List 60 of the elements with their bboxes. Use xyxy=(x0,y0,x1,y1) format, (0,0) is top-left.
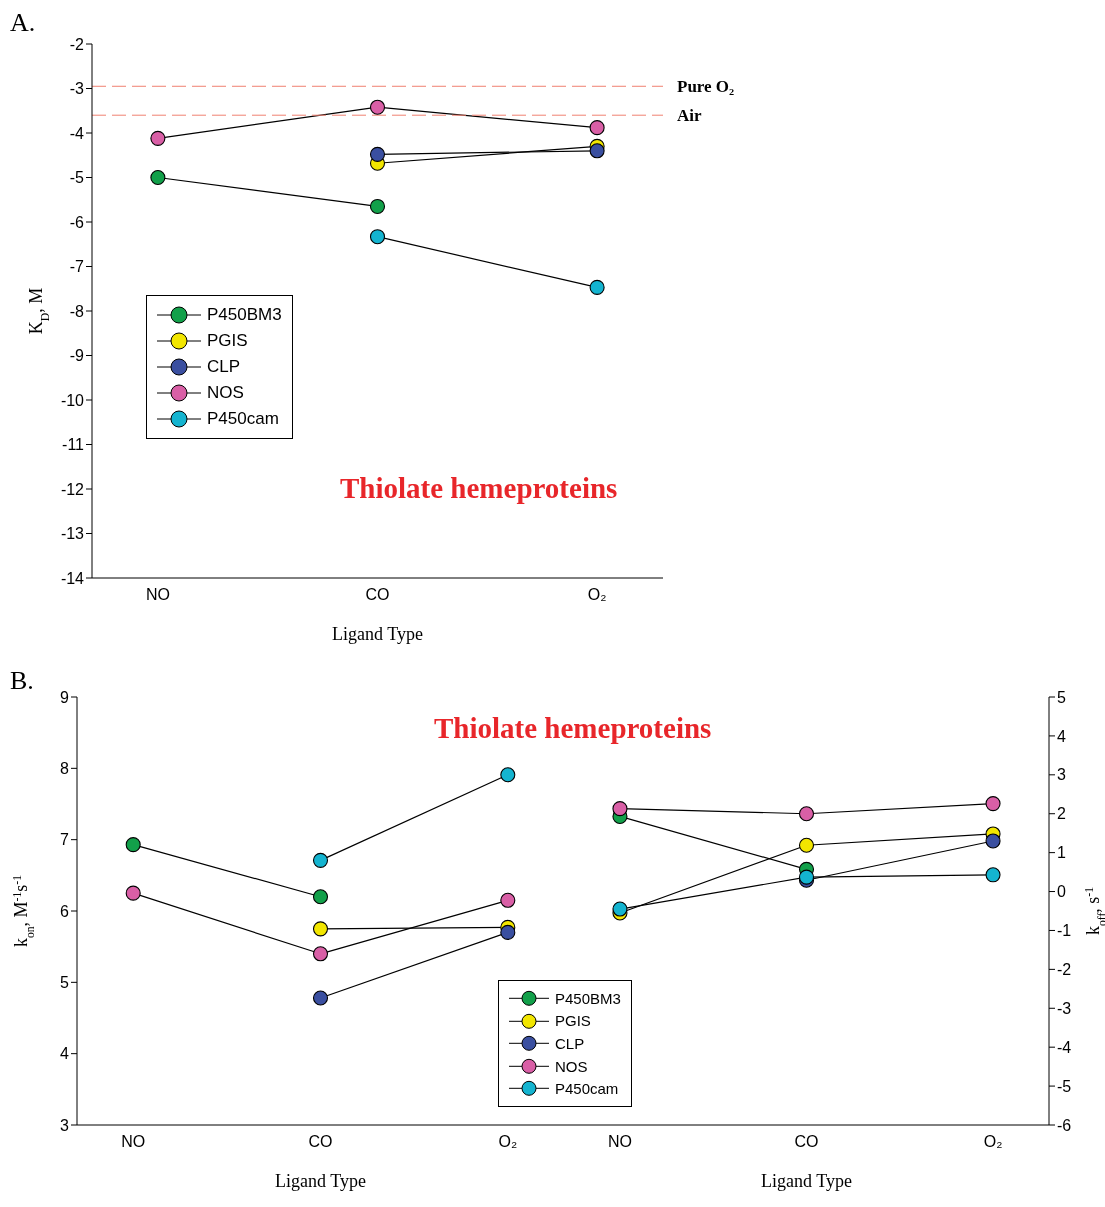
x-tick-label: O₂ xyxy=(587,586,607,603)
y2-tick-label: -3 xyxy=(1057,999,1072,1017)
y2-tick-label: 5 xyxy=(1057,688,1066,706)
text: A. xyxy=(10,8,36,38)
legend-label: NOS xyxy=(207,383,244,403)
x-tick-label: CO xyxy=(308,1133,333,1150)
y-tick-label: 3 xyxy=(60,1116,70,1134)
y-tick-label: -12 xyxy=(60,480,85,498)
y2-tick-label: -2 xyxy=(1057,961,1072,979)
ref-line-label: Air xyxy=(677,106,702,126)
y-tick-label: -14 xyxy=(60,569,85,587)
x-tick-label: NO xyxy=(607,1133,632,1150)
y-tick-label: -6 xyxy=(69,213,85,231)
x-tick-label: NO xyxy=(121,1133,146,1150)
legend-label: P450cam xyxy=(555,1080,619,1098)
y-tick-label: -13 xyxy=(60,525,85,543)
x-axis-title: Ligand Type xyxy=(275,1171,366,1191)
y-tick-label: 8 xyxy=(60,760,70,778)
legend-label: CLP xyxy=(207,357,241,377)
y-tick-label: -3 xyxy=(69,80,85,98)
text: B. xyxy=(10,666,34,696)
y2-tick-label: -6 xyxy=(1057,1116,1072,1134)
legend-label: P450BM3 xyxy=(555,989,621,1007)
y2-tick-label: 4 xyxy=(1057,727,1066,745)
x-axis-title: Ligand Type xyxy=(332,624,423,644)
y-tick-label: -9 xyxy=(69,347,85,365)
x-tick-label: NO xyxy=(145,586,170,603)
legend-label: PGIS xyxy=(555,1012,591,1030)
y-tick-label: 5 xyxy=(60,974,70,992)
y-tick-label: -5 xyxy=(69,169,85,187)
y2-tick-label: -5 xyxy=(1057,1077,1072,1095)
y2-tick-label: 0 xyxy=(1057,883,1066,901)
y-tick-label: -2 xyxy=(69,35,85,53)
x-axis-title: Ligand Type xyxy=(761,1171,852,1191)
y-tick-label: -7 xyxy=(69,258,85,276)
legend-label: P450BM3 xyxy=(207,305,282,325)
legend-label: NOS xyxy=(555,1057,588,1075)
annotation: Thiolate hemeproteins xyxy=(434,712,712,745)
y2-tick-label: -4 xyxy=(1057,1038,1072,1056)
y-tick-label: 6 xyxy=(60,902,70,920)
y-tick-label: -4 xyxy=(69,124,85,142)
x-tick-label: O₂ xyxy=(498,1133,518,1150)
y-tick-label: 4 xyxy=(60,1045,70,1063)
y2-tick-label: 2 xyxy=(1057,805,1066,823)
y2-tick-label: -1 xyxy=(1057,922,1072,940)
annotation: Thiolate hemeproteins xyxy=(340,472,618,505)
x-tick-label: CO xyxy=(794,1133,819,1150)
legend-label: P450cam xyxy=(207,409,279,429)
x-tick-label: O₂ xyxy=(983,1133,1003,1150)
legend-label: PGIS xyxy=(207,331,248,351)
y-tick-label: -10 xyxy=(60,391,85,409)
y2-tick-label: 3 xyxy=(1057,766,1066,784)
x-tick-label: CO xyxy=(365,586,390,603)
y-tick-label: -8 xyxy=(69,302,85,320)
y-tick-label: 7 xyxy=(60,831,70,849)
y-tick-label: -11 xyxy=(62,436,85,454)
y-tick-label: 9 xyxy=(60,688,70,706)
y2-tick-label: 1 xyxy=(1057,844,1066,862)
ref-line-label: Pure O₂ xyxy=(677,77,735,97)
legend-label: CLP xyxy=(555,1034,585,1052)
